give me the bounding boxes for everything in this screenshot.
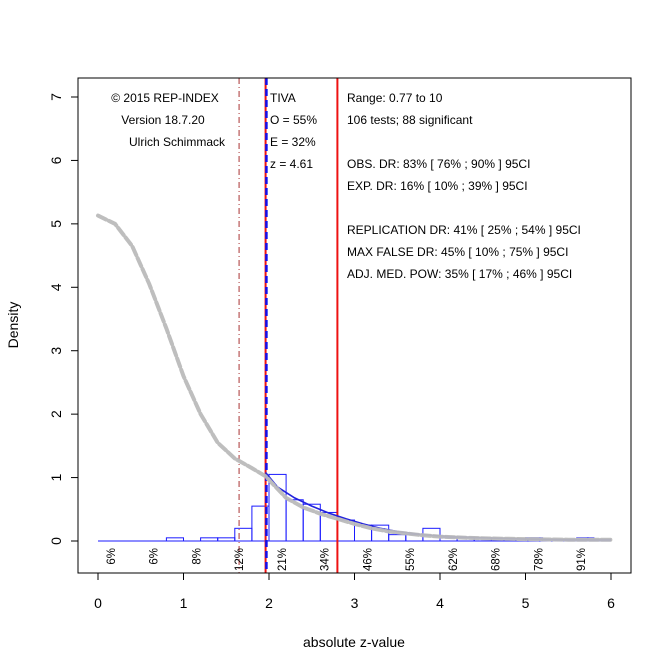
histogram-bar [234, 527, 253, 542]
gray-density-curve [96, 213, 613, 542]
y-axis: 0 1 2 3 4 5 6 7 [48, 93, 78, 545]
info-right: Range: 0.77 to 10 106 tests; 88 signific… [347, 91, 581, 281]
z-text: z = 4.61 [270, 157, 313, 171]
max-false-dr-text: MAX FALSE DR: 45% [ 10% ; 75% ] 95CI [347, 245, 568, 259]
y-tick-label: 5 [48, 220, 64, 228]
info-left: © 2015 REP-INDEX Version 18.7.20 Ulrich … [111, 91, 226, 149]
percent-label: 6% [149, 548, 161, 565]
percent-label: 91% [576, 548, 588, 571]
percent-label: 6% [106, 548, 118, 565]
y-tick-label: 1 [48, 473, 64, 481]
x-tick-label: 0 [94, 595, 102, 611]
percent-label: 21% [277, 548, 289, 571]
percent-label: 46% [362, 548, 374, 571]
percent-label: 62% [448, 548, 460, 571]
percent-label: 68% [491, 548, 503, 571]
percent-label: 78% [533, 548, 545, 571]
obs-dr-text: OBS. DR: 83% [ 76% ; 90% ] 95CI [347, 157, 530, 171]
y-axis-title: Density [5, 302, 21, 349]
y-tick-label: 7 [48, 93, 64, 101]
y-tick-label: 6 [48, 156, 64, 164]
author-text: Ulrich Schimmack [129, 135, 226, 149]
x-tick-label: 2 [265, 595, 273, 611]
y-tick-label: 0 [48, 537, 64, 545]
x-tick-label: 6 [607, 595, 615, 611]
method-text: TIVA [270, 91, 296, 105]
blue-fit-curve [264, 471, 611, 541]
percent-label: 34% [320, 548, 332, 571]
x-tick-label: 3 [351, 595, 359, 611]
x-tick-label: 5 [522, 595, 530, 611]
plot-frame [77, 77, 632, 574]
percent-label: 8% [191, 548, 203, 565]
reference-lines [238, 78, 339, 573]
range-text: Range: 0.77 to 10 [347, 91, 443, 105]
expected-text: E = 32% [270, 135, 316, 149]
x-tick-label: 1 [180, 595, 188, 611]
exp-dr-text: EXP. DR: 16% [ 10% ; 39% ] 95CI [347, 179, 528, 193]
version-text: Version 18.7.20 [121, 113, 205, 127]
copyright-text: © 2015 REP-INDEX [111, 91, 219, 105]
percent-label: 12% [234, 548, 246, 571]
percent-label: 55% [405, 548, 417, 571]
curves [96, 213, 613, 542]
tests-text: 106 tests; 88 significant [347, 113, 473, 127]
observed-text: O = 55% [270, 113, 317, 127]
y-tick-label: 3 [48, 347, 64, 355]
info-mid: TIVA O = 55% E = 32% z = 4.61 [270, 91, 317, 171]
replication-dr-text: REPLICATION DR: 41% [ 25% ; 54% ] 95CI [347, 223, 581, 237]
y-tick-label: 2 [48, 410, 64, 418]
x-tick-label: 4 [436, 595, 444, 611]
percent-labels: 6% 6% 8% 12% 21% 34% 46% 55% 62% 68% 78% 91% [106, 548, 588, 571]
y-tick-label: 4 [48, 283, 64, 291]
x-axis-title: absolute z-value [303, 634, 405, 650]
histogram-bar [388, 534, 407, 542]
histogram-bars [98, 473, 611, 542]
adj-med-pow-text: ADJ. MED. POW: 35% [ 17% ; 46% ] 95CI [347, 267, 572, 281]
x-axis: 0 1 2 3 4 5 6 [94, 573, 615, 611]
